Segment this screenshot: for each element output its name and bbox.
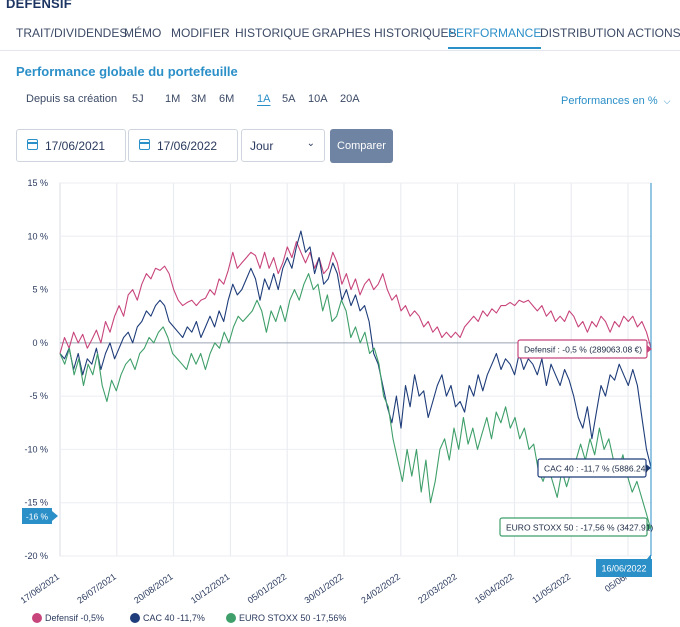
x-tick-label: 22/03/2022 — [416, 571, 459, 605]
period-1a[interactable]: 1A — [257, 93, 271, 105]
x-tick-label: 26/07/2021 — [75, 571, 118, 605]
performance-mode-label: Performances en % — [561, 95, 658, 107]
x-tick-label: 30/01/2022 — [303, 571, 346, 605]
x-tick-label: 10/12/2021 — [189, 571, 232, 605]
y-cursor-label: -16 % — [26, 512, 49, 522]
x-tick-label: 16/04/2022 — [473, 571, 516, 605]
date-to-value: 17/06/2022 — [157, 139, 218, 153]
tooltip-pointer — [647, 345, 652, 353]
series-line-defensif — [59, 241, 652, 354]
period-10a[interactable]: 10A — [308, 93, 328, 105]
period-1m[interactable]: 1M — [165, 93, 181, 105]
x-tick-label: 24/02/2022 — [359, 571, 402, 605]
date-from-value: 17/06/2021 — [45, 139, 106, 153]
calendar-icon — [139, 139, 150, 150]
x-tick-label: 17/06/2021 — [19, 571, 62, 605]
x-tick-label: 20/08/2021 — [132, 571, 175, 605]
legend-item-defensif[interactable]: Defensif -0,5% — [32, 613, 104, 623]
date-from-field[interactable]: 17/06/2021 — [16, 129, 126, 162]
performance-mode-select[interactable]: Performances en % ⌵ — [561, 95, 670, 107]
chevron-down-icon: ⌄ — [306, 138, 315, 149]
legend-label-eurostoxx: EURO STOXX 50 -17,56% — [239, 613, 347, 623]
tab-trait-dividendes[interactable]: TRAIT/DIVIDENDES — [16, 26, 128, 40]
granularity-value: Jour — [250, 139, 274, 153]
tab-modifier[interactable]: MODIFIER — [171, 26, 230, 40]
y-tick-label: 10 % — [27, 231, 48, 241]
tab-bar: TRAIT/DIVIDENDES MÉMO MODIFIER HISTORIQU… — [0, 14, 680, 51]
period-20a[interactable]: 20A — [340, 93, 360, 105]
y-cursor-marker — [22, 508, 52, 524]
period-6m[interactable]: 6M — [219, 93, 235, 105]
tooltip-pointer — [647, 523, 652, 531]
period-5a[interactable]: 5A — [282, 93, 296, 105]
section-title: Performance globale du portefeuille — [16, 64, 238, 79]
y-tick-label: 0 % — [32, 338, 48, 348]
y-tick-label: -10 % — [24, 444, 48, 454]
period-depuis-creation[interactable]: Depuis sa création — [26, 93, 118, 105]
series-line-euro-stoxx-50 — [59, 273, 652, 531]
legend-dot-cac40 — [130, 613, 140, 623]
x-tick-label: 11/05/2022 — [530, 571, 572, 605]
y-tick-label: -20 % — [24, 551, 48, 561]
chevron-down-icon: ⌵ — [663, 96, 671, 106]
period-3m[interactable]: 3M — [191, 93, 207, 105]
y-tick-label: -5 % — [29, 391, 48, 401]
y-tick-label: 5 % — [32, 285, 48, 295]
calendar-icon — [27, 139, 38, 150]
tab-historique[interactable]: HISTORIQUE — [235, 26, 310, 40]
granularity-select[interactable]: Jour ⌄ — [241, 129, 325, 162]
legend-item-cac40[interactable]: CAC 40 -11,7% — [130, 613, 205, 623]
tooltip-text: Defensif : -0,5 % (289063.08 €) — [524, 345, 642, 355]
performance-chart[interactable]: 15 % 10 % 5 % 0 % -5 % -10 % -15 % -20 % 17/06/2… — [0, 170, 680, 610]
tooltip-text: CAC 40 : -11,7 % (5886.24) — [544, 464, 648, 474]
date-to-field[interactable]: 17/06/2022 — [128, 129, 238, 162]
y-cursor-pointer — [52, 511, 58, 521]
portfolio-name: DEFENSIF — [6, 0, 72, 11]
legend-label-defensif: Defensif -0,5% — [45, 613, 105, 623]
tab-performance[interactable]: PERFORMANCE — [448, 26, 542, 49]
legend-item-eurostoxx[interactable]: EURO STOXX 50 -17,56% — [226, 613, 346, 623]
x-tick-label: 05/01/2022 — [246, 571, 289, 605]
top-strip: DEFENSIF — [0, 0, 680, 14]
x-cursor-pointer — [647, 554, 651, 559]
x-cursor-label: 16/06/2022 — [601, 564, 646, 574]
plot-area — [59, 182, 652, 557]
tooltip-text: EURO STOXX 50 : -17,56 % (3427.91) — [506, 523, 653, 533]
period-5j[interactable]: 5J — [132, 93, 144, 105]
tab-distribution-actions[interactable]: DISTRIBUTION ACTIONS — [540, 26, 680, 40]
legend-dot-defensif — [32, 613, 42, 623]
tab-graphes-historiques[interactable]: GRAPHES HISTORIQUES — [312, 26, 457, 40]
y-tick-label: 15 % — [27, 178, 48, 188]
tab-memo[interactable]: MÉMO — [124, 26, 162, 40]
legend-dot-eurostoxx — [226, 613, 236, 623]
series-line-cac-40 — [59, 230, 652, 468]
legend-label-cac40: CAC 40 -11,7% — [143, 613, 205, 623]
y-tick-label: -15 % — [24, 498, 48, 508]
x-cursor-marker — [596, 559, 652, 577]
compare-button[interactable]: Comparer — [330, 129, 393, 163]
tooltip-pointer — [646, 464, 651, 472]
